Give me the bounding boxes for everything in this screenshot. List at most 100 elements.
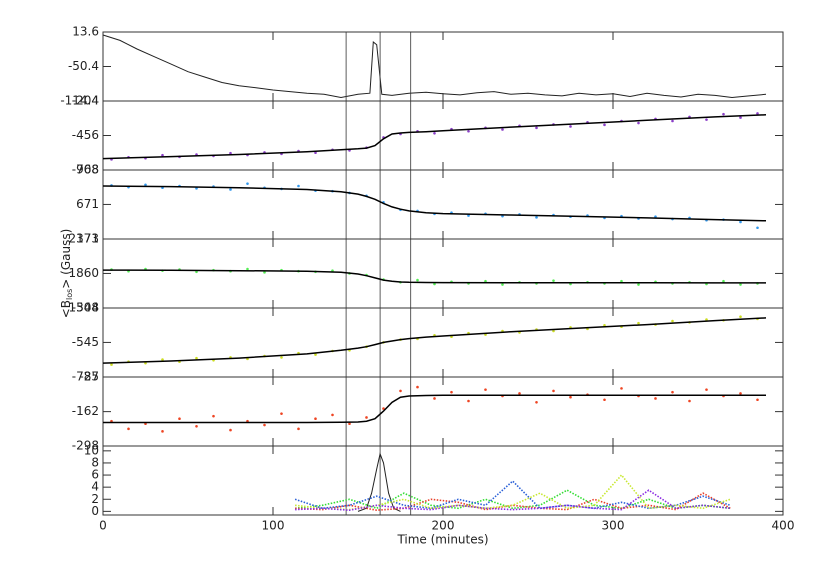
x-tick-label: 400: [772, 519, 795, 533]
data-point: [263, 423, 266, 427]
data-point: [246, 267, 249, 271]
x-tick-label: 300: [602, 519, 625, 533]
data-point: [518, 392, 521, 395]
data-point: [756, 112, 759, 115]
data-point: [705, 388, 708, 391]
y-tick-label: -456: [72, 128, 99, 142]
data-point: [569, 125, 572, 128]
data-point: [382, 407, 385, 410]
data-point: [195, 424, 198, 428]
panel-frame: [102, 100, 784, 171]
y-tick-label: -50.4: [68, 59, 99, 73]
x-tick-label: 200: [432, 519, 455, 533]
data-point: [654, 397, 657, 400]
y-tick-label: -787: [72, 370, 99, 384]
series-line: [102, 34, 767, 99]
y-tick-label: 2171: [68, 232, 99, 246]
y-tick-label: -204: [72, 94, 99, 108]
x-tick-label: 100: [262, 519, 285, 533]
data-point: [552, 329, 555, 333]
data-point: [280, 356, 283, 359]
data-point: [467, 214, 470, 217]
data-point: [552, 279, 555, 282]
data-point: [433, 132, 436, 135]
y-tick-label: -708: [72, 163, 99, 177]
panel-frame: [102, 307, 784, 378]
data-point: [637, 121, 640, 125]
fit-line: [102, 185, 767, 222]
data-point: [348, 422, 351, 426]
data-point: [297, 427, 300, 431]
data-point: [637, 321, 640, 325]
data-point: [620, 387, 623, 390]
data-point: [467, 129, 470, 133]
data-point: [280, 412, 283, 415]
panel-frame: [102, 376, 784, 447]
y-tick-label: 2: [91, 492, 99, 506]
data-point: [603, 398, 606, 402]
data-point: [331, 413, 334, 417]
data-point: [263, 271, 266, 274]
data-point: [110, 363, 113, 366]
data-point: [620, 279, 623, 283]
data-point: [246, 182, 249, 185]
series-line: [295, 489, 731, 510]
data-point: [484, 388, 487, 391]
data-point: [484, 279, 487, 283]
data-point: [144, 183, 147, 187]
data-point: [705, 118, 708, 121]
y-tick-label: 373: [76, 232, 99, 246]
fit-line: [102, 269, 766, 284]
data-point: [297, 184, 300, 188]
data-point: [739, 116, 742, 119]
y-tick-label: -114.4: [60, 94, 99, 108]
panel-frame: [102, 238, 784, 309]
data-point: [722, 279, 725, 283]
data-point: [535, 400, 538, 404]
data-point: [314, 353, 317, 356]
data-point: [705, 318, 708, 321]
y-tick-label: 1860: [68, 266, 99, 280]
data-point: [671, 390, 674, 394]
fit-line: [102, 317, 767, 364]
data-point: [416, 385, 419, 389]
y-tick-label: -162: [72, 404, 99, 418]
data-point: [212, 414, 215, 418]
series-line: [295, 489, 731, 512]
fit-line: [103, 394, 766, 424]
data-point: [501, 128, 504, 131]
data-point: [535, 126, 538, 130]
y-tick-label: 1548: [68, 301, 99, 315]
data-point: [671, 119, 674, 123]
data-point: [450, 390, 453, 394]
panel-frame: [102, 31, 784, 102]
data-point: [569, 395, 572, 399]
data-point: [161, 430, 164, 433]
y-axis-label-part: los: [65, 289, 74, 300]
x-tick-label: 0: [99, 519, 107, 533]
y-tick-label: 6: [91, 468, 99, 482]
data-point: [433, 397, 436, 400]
y-tick-label: 13.6: [72, 25, 99, 39]
data-point: [229, 428, 232, 432]
y-axis-label-part: > (Gauss): [59, 229, 73, 289]
y-tick-label: -298: [72, 439, 99, 453]
y-tick-label: 4: [91, 480, 99, 494]
data-point: [739, 283, 742, 286]
data-point: [603, 123, 606, 127]
data-point: [161, 358, 164, 361]
data-point: [161, 153, 164, 157]
data-point: [229, 188, 232, 191]
data-point: [365, 416, 368, 419]
data-point: [688, 399, 691, 403]
data-point: [739, 220, 742, 224]
data-point: [501, 283, 504, 286]
data-point: [416, 278, 419, 282]
series-line: [295, 473, 731, 511]
data-point: [433, 282, 436, 286]
data-point: [314, 417, 317, 421]
data-point: [535, 216, 538, 219]
data-point: [756, 226, 759, 230]
data-point: [178, 417, 181, 421]
